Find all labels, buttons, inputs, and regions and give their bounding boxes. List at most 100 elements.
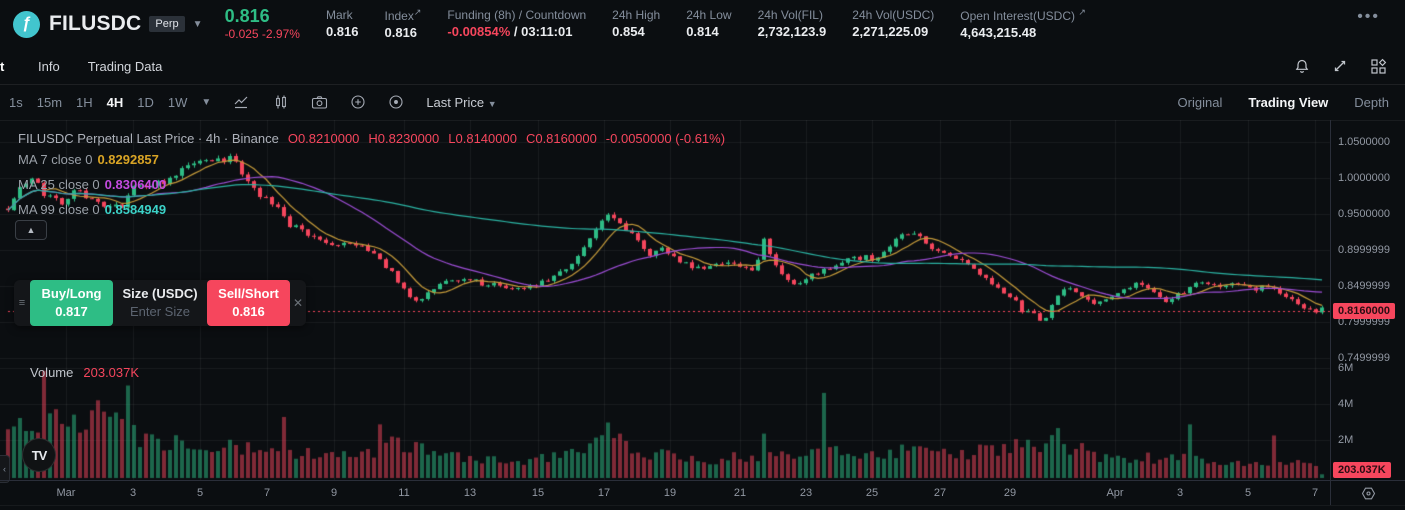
ohlc-high: H0.8230000 <box>368 131 440 146</box>
stat-24h-vol-usdc: 24h Vol(USDC) 2,271,225.09 <box>852 8 934 40</box>
tradingview-logo[interactable]: TV <box>22 438 56 472</box>
fullscreen-expand-icon[interactable] <box>1332 58 1348 74</box>
high-label: 24h High <box>612 7 661 22</box>
time-tick: Apr <box>1106 487 1124 499</box>
mark-value: 0.816 <box>325 23 359 39</box>
filecoin-icon: ƒ <box>13 10 40 38</box>
layout-grid-icon[interactable] <box>1370 58 1387 75</box>
ohlc-close: C0.8160000 <box>525 131 597 146</box>
low-value: 0.814 <box>686 23 719 39</box>
time-tick: 5 <box>196 487 204 499</box>
mark-label: Mark <box>325 7 353 22</box>
buy-price: 0.817 <box>55 304 88 319</box>
open-interest-label: Open Interest(USDC) ↗ <box>960 6 1086 23</box>
size-placeholder: Enter Size <box>130 304 190 319</box>
ma99-legend: MA 99 close 0 0.8584949 <box>18 202 167 217</box>
sell-short-button[interactable]: Sell/Short 0.816 <box>207 280 290 326</box>
time-tick: 3 <box>129 487 137 499</box>
chart-toolbar: 1s 15m 1H 4H 1D 1W ▼ <box>0 84 1405 121</box>
ma25-value: 0.8306400 <box>104 177 167 192</box>
external-link-icon: ↗ <box>1078 6 1086 17</box>
interval-1d[interactable]: 1D <box>137 94 154 110</box>
view-tradingview[interactable]: Trading View <box>1248 94 1329 110</box>
time-tick: 25 <box>865 487 879 499</box>
price-tick: 0.8499999 <box>1338 280 1390 292</box>
crosshair-dot-icon[interactable] <box>388 94 404 110</box>
time-tick: 27 <box>933 487 947 499</box>
time-tick: Mar <box>56 487 76 499</box>
chart-view-switch: Original Trading View Depth <box>1178 95 1389 110</box>
time-tick: 11 <box>398 487 410 499</box>
time-tick: 19 <box>663 487 677 499</box>
more-menu-icon[interactable]: ••• <box>1357 8 1380 25</box>
quick-trade-panel: ≡ Buy/Long 0.817 Size (USDC) Enter Size Se… <box>14 280 306 326</box>
time-tick: 21 <box>733 487 747 499</box>
ma25-legend: MA 25 close 0 0.8306400 <box>18 177 167 192</box>
low-label: 24h Low <box>686 7 732 22</box>
last-price-block: 0.816 -0.025 -2.97% <box>224 5 300 42</box>
ohlc-open: O0.8210000 <box>287 131 360 146</box>
zoom-in-plus-icon[interactable] <box>350 94 366 110</box>
view-original[interactable]: Original <box>1177 94 1223 110</box>
time-tick: 7 <box>263 487 271 499</box>
interval-1s[interactable]: 1s <box>9 94 23 110</box>
screenshot-camera-icon[interactable] <box>311 95 328 110</box>
price-axis[interactable]: 1.0500000 1.0000000 0.9500000 0.8999999 0.84… <box>1330 120 1405 480</box>
funding-value: -0.00854% / 03:11:01 <box>447 23 573 39</box>
volume-value: 203.037K <box>83 365 140 380</box>
vol-usdc-value: 2,271,225.09 <box>852 23 929 39</box>
indicators-candles-icon[interactable] <box>273 94 289 110</box>
interval-1h[interactable]: 1H <box>76 94 93 110</box>
external-link-icon: ↗ <box>413 6 422 17</box>
drag-handle-icon[interactable]: ≡ <box>18 297 26 309</box>
time-tick: 3 <box>1176 487 1184 499</box>
symbol-header: ƒ FILUSDC Perp ▼ 0.816 -0.025 -2.97% Mar… <box>0 0 1405 48</box>
last-price: 0.816 <box>224 5 270 26</box>
tab-chart-partial[interactable]: t <box>0 58 5 74</box>
tab-info[interactable]: Info <box>38 58 60 74</box>
section-tabs: t Info Trading Data <box>0 48 1405 85</box>
time-axis[interactable]: Mar 3 5 7 9 11 13 15 17 19 21 23 25 27 29 Apr 3 5 7 <box>0 480 1330 506</box>
legend-collapse-button[interactable]: ▲ <box>15 220 47 240</box>
close-icon[interactable]: ✕ <box>292 296 304 310</box>
buy-long-button[interactable]: Buy/Long 0.817 <box>30 280 113 326</box>
stat-open-interest[interactable]: Open Interest(USDC) ↗ 4,643,215.48 <box>960 7 1086 41</box>
bottom-scrollbar-strip[interactable] <box>0 505 1405 510</box>
interval-1w[interactable]: 1W <box>167 94 188 110</box>
time-tick: 15 <box>531 487 545 499</box>
interval-4h[interactable]: 4H <box>106 94 124 110</box>
stat-mark: Mark 0.816 <box>326 8 359 40</box>
chart-title: FILUSDC Perpetual Last Price · 4h · Bina… <box>18 131 279 146</box>
vol-fil-label: 24h Vol(FIL) <box>757 7 823 22</box>
axis-settings-corner[interactable] <box>1330 480 1405 506</box>
stat-24h-low: 24h Low 0.814 <box>686 8 731 40</box>
interval-dropdown-caret[interactable]: ▼ <box>201 96 212 108</box>
symbol-name[interactable]: FILUSDC <box>49 12 142 35</box>
open-interest-value: 4,643,215.48 <box>960 24 1037 40</box>
time-tick: 7 <box>1311 487 1319 499</box>
size-input[interactable]: Size (USDC) Enter Size <box>122 286 198 319</box>
stat-index[interactable]: Index↗ 0.816 <box>385 7 422 41</box>
volume-legend: Volume 203.037K <box>30 365 140 380</box>
symbol-dropdown-caret[interactable]: ▼ <box>192 18 203 30</box>
view-depth[interactable]: Depth <box>1354 94 1389 110</box>
price-change: -0.025 -2.97% <box>224 27 300 42</box>
line-chart-icon[interactable] <box>233 94 251 110</box>
volume-tick: 4M <box>1338 398 1354 410</box>
alert-bell-icon[interactable] <box>1294 58 1310 74</box>
time-tick: 9 <box>330 487 338 499</box>
volume-axis-badge: 203.037K <box>1333 462 1391 478</box>
ma7-legend: MA 7 close 0 0.8292857 <box>18 152 159 167</box>
funding-label: Funding (8h) / Countdown <box>447 7 587 22</box>
interval-15m[interactable]: 15m <box>36 94 63 110</box>
volume-tick: 2M <box>1338 434 1354 446</box>
tab-trading-data[interactable]: Trading Data <box>87 58 163 74</box>
price-tick: 0.7499999 <box>1338 352 1390 364</box>
contract-type-badge: Perp <box>149 16 185 32</box>
stat-funding: Funding (8h) / Countdown -0.00854% / 03:… <box>447 8 586 40</box>
vol-fil-value: 2,732,123.9 <box>757 23 827 39</box>
panel-collapse-handle[interactable]: ‹ <box>0 455 10 483</box>
axis-settings-icon <box>1361 487 1376 500</box>
price-source-select[interactable]: Last Price ▼ <box>426 94 497 110</box>
ohlc-change: -0.0050000 (-0.61%) <box>605 131 726 146</box>
